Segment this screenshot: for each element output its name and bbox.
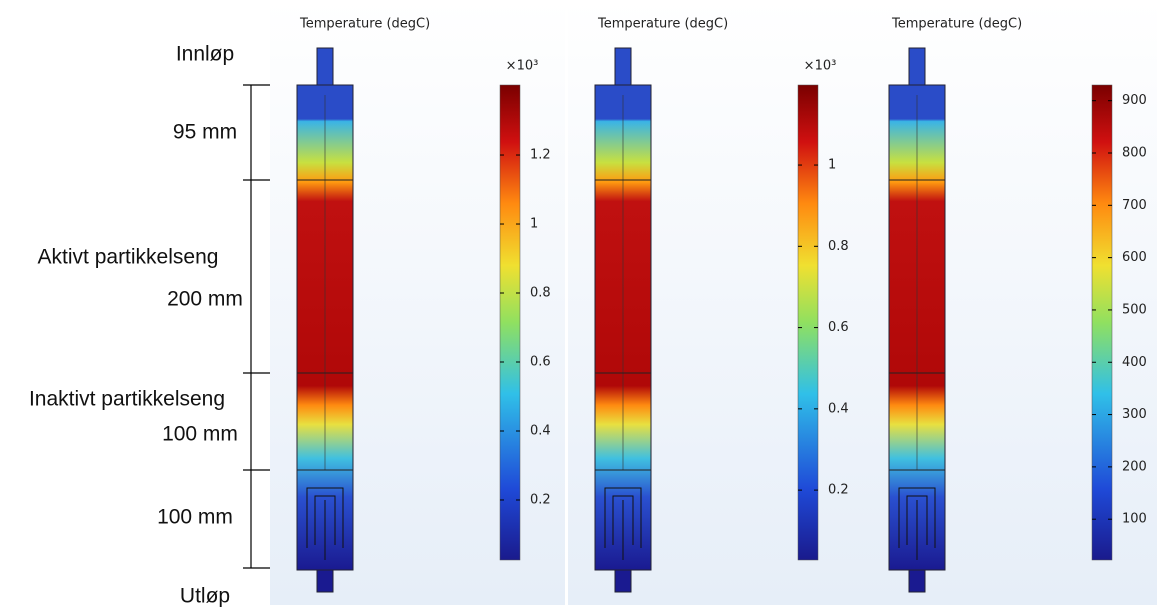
tick-label: 0.2 bbox=[828, 483, 849, 498]
tick-label: 200 bbox=[1122, 459, 1147, 474]
tick-label: 1.2 bbox=[530, 148, 551, 163]
inlet-pipe bbox=[909, 48, 925, 88]
outlet-pipe bbox=[615, 570, 631, 592]
colorbar bbox=[1092, 85, 1112, 560]
tick-label: 500 bbox=[1122, 302, 1147, 317]
tick-label: 0.8 bbox=[828, 239, 849, 254]
figure: Innløp 95 mm Aktivt partikkelseng 200 mm… bbox=[0, 0, 1160, 612]
panel: Temperature (degC) 100 200 300 400 500 600 700 8… bbox=[862, 0, 1157, 605]
dimension-label: 100 mm bbox=[157, 506, 233, 529]
zone-label: Inaktivt partikkelseng bbox=[29, 388, 225, 411]
outlet-pipe bbox=[317, 570, 333, 592]
tick-label: 1 bbox=[530, 217, 538, 232]
panel-title: Temperature (degC) bbox=[597, 17, 728, 32]
outlet-pipe bbox=[909, 570, 925, 592]
outlet-label: Utløp bbox=[180, 585, 230, 608]
tick-label: 0.6 bbox=[530, 354, 551, 369]
tick-label: 0.2 bbox=[530, 492, 551, 507]
tick-label: 900 bbox=[1122, 93, 1147, 108]
colorbar bbox=[798, 85, 818, 560]
dimension-label: 100 mm bbox=[162, 423, 238, 446]
panels: Temperature (degC)×10³0.20.40.60.811.2Te… bbox=[270, 0, 1157, 605]
dimension-label: 95 mm bbox=[173, 121, 237, 144]
tick-label: 1 bbox=[828, 158, 836, 173]
dimension-label: 200 mm bbox=[167, 288, 243, 311]
tick-label: 400 bbox=[1122, 355, 1147, 370]
annotations: Innløp 95 mm Aktivt partikkelseng 200 mm… bbox=[29, 43, 300, 608]
tick-label: 800 bbox=[1122, 146, 1147, 161]
panel-title: Temperature (degC) bbox=[891, 17, 1022, 32]
colorbar bbox=[500, 85, 520, 560]
panel: Temperature (degC) ×10³ 0.2 0.4 0.6 0.8 1 bbox=[568, 0, 863, 605]
tick-label: 0.6 bbox=[828, 320, 849, 335]
tick-label: 600 bbox=[1122, 250, 1147, 265]
colorbar-multiplier: ×10³ bbox=[506, 59, 539, 74]
colorbar-multiplier: ×10³ bbox=[804, 59, 837, 74]
panel-title: Temperature (degC) bbox=[299, 17, 430, 32]
tick-label: 0.8 bbox=[530, 286, 551, 301]
tick-label: 0.4 bbox=[530, 423, 551, 438]
inlet-pipe bbox=[615, 48, 631, 88]
tick-label: 0.4 bbox=[828, 401, 849, 416]
tick-label: 300 bbox=[1122, 407, 1147, 422]
inlet-label: Innløp bbox=[176, 43, 234, 66]
panel: Temperature (degC) ×10³ 0.2 0.4 0.6 0.8 1 1.2 bbox=[270, 0, 565, 605]
tick-label: 100 bbox=[1122, 512, 1147, 527]
zone-label: Aktivt partikkelseng bbox=[38, 246, 219, 269]
tick-label: 700 bbox=[1122, 198, 1147, 213]
inlet-pipe bbox=[317, 48, 333, 88]
